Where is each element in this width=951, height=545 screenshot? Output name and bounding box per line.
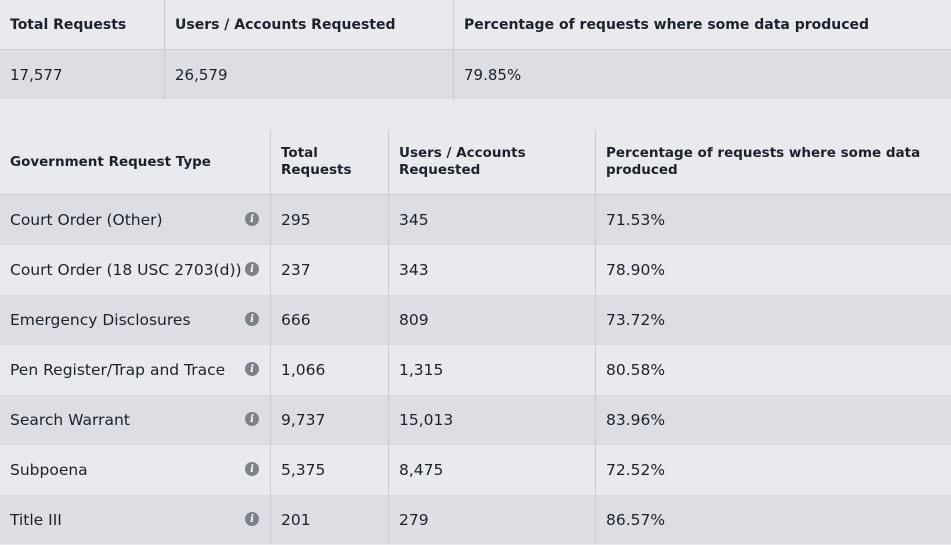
table-row: Subpoena i 5,375 8,475 72.52% bbox=[0, 445, 951, 495]
header-request-type: Government Request Type bbox=[10, 153, 211, 170]
table-row: Court Order (18 USC 2703(d)) i 237 343 7… bbox=[0, 245, 951, 295]
percentage-value: 71.53% bbox=[606, 211, 666, 229]
summary-value-row: 17,577 26,579 79.85% bbox=[0, 50, 951, 99]
total-requests-value: 5,375 bbox=[281, 461, 326, 479]
table-row: Court Order (Other) i 295 345 71.53% bbox=[0, 195, 951, 245]
summary-header-users-accounts: Users / Accounts Requested bbox=[175, 16, 396, 33]
percentage-value: 80.58% bbox=[606, 361, 666, 379]
users-accounts-value: 15,013 bbox=[399, 411, 454, 429]
total-requests-value: 237 bbox=[281, 261, 311, 279]
summary-header-row: Total Requests Users / Accounts Requeste… bbox=[0, 0, 951, 50]
users-accounts-value: 809 bbox=[399, 311, 429, 329]
percentage-value: 78.90% bbox=[606, 261, 666, 279]
total-requests-value: 201 bbox=[281, 511, 311, 529]
summary-divider bbox=[453, 0, 454, 100]
summary-value-percentage: 79.85% bbox=[464, 65, 522, 84]
users-accounts-value: 279 bbox=[399, 511, 429, 529]
request-type-label: Emergency Disclosures bbox=[10, 311, 191, 329]
table-header-row: Government Request Type Total Requests U… bbox=[0, 130, 951, 195]
percentage-value: 83.96% bbox=[606, 411, 666, 429]
summary-header-percentage: Percentage of requests where some data p… bbox=[464, 16, 870, 33]
column-divider bbox=[595, 130, 596, 544]
request-type-label: Subpoena bbox=[10, 461, 88, 479]
info-icon[interactable]: i bbox=[245, 362, 259, 376]
total-requests-value: 1,066 bbox=[281, 361, 326, 379]
summary-table: Total Requests Users / Accounts Requeste… bbox=[0, 0, 951, 100]
info-icon[interactable]: i bbox=[245, 462, 259, 476]
info-icon[interactable]: i bbox=[245, 212, 259, 226]
table-row: Search Warrant i 9,737 15,013 83.96% bbox=[0, 395, 951, 445]
users-accounts-value: 8,475 bbox=[399, 461, 444, 479]
total-requests-value: 9,737 bbox=[281, 411, 326, 429]
users-accounts-value: 345 bbox=[399, 211, 429, 229]
summary-value-users-accounts: 26,579 bbox=[175, 65, 228, 84]
column-divider bbox=[270, 130, 271, 544]
percentage-value: 73.72% bbox=[606, 311, 666, 329]
summary-value-total-requests: 17,577 bbox=[10, 65, 63, 84]
users-accounts-value: 343 bbox=[399, 261, 429, 279]
users-accounts-value: 1,315 bbox=[399, 361, 444, 379]
request-type-label: Search Warrant bbox=[10, 411, 130, 429]
percentage-value: 86.57% bbox=[606, 511, 666, 529]
summary-header-total-requests: Total Requests bbox=[10, 16, 127, 33]
info-icon[interactable]: i bbox=[245, 412, 259, 426]
request-type-label: Title III bbox=[10, 511, 62, 529]
total-requests-value: 295 bbox=[281, 211, 311, 229]
request-type-table: Government Request Type Total Requests U… bbox=[0, 130, 951, 544]
percentage-value: 72.52% bbox=[606, 461, 666, 479]
request-type-label: Court Order (Other) bbox=[10, 211, 163, 229]
summary-divider bbox=[164, 0, 165, 100]
header-users-accounts: Users / Accounts Requested bbox=[399, 145, 526, 178]
table-row: Emergency Disclosures i 666 809 73.72% bbox=[0, 295, 951, 345]
table-row: Title III i 201 279 86.57% bbox=[0, 495, 951, 544]
column-divider bbox=[388, 130, 389, 544]
info-icon[interactable]: i bbox=[245, 312, 259, 326]
request-type-label: Court Order (18 USC 2703(d)) bbox=[10, 261, 242, 279]
info-icon[interactable]: i bbox=[245, 512, 259, 526]
info-icon[interactable]: i bbox=[245, 262, 259, 276]
request-type-label: Pen Register/Trap and Trace bbox=[10, 361, 226, 379]
table-row: Pen Register/Trap and Trace i 1,066 1,31… bbox=[0, 345, 951, 395]
header-percentage: Percentage of requests where some data p… bbox=[606, 145, 921, 178]
total-requests-value: 666 bbox=[281, 311, 311, 329]
header-total-requests: Total Requests bbox=[281, 145, 352, 178]
